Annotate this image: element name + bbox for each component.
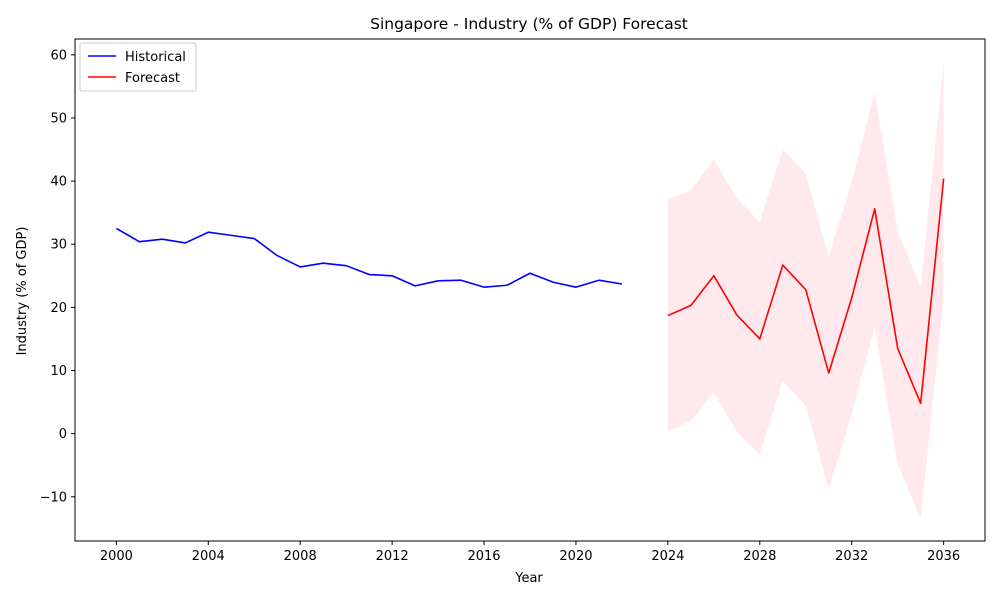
y-tick-label-10: 10 [50,364,67,379]
x-tick-label-2016: 2016 [467,549,500,564]
x-tick-label-2032: 2032 [835,549,868,564]
x-tick-label-2020: 2020 [559,549,592,564]
y-tick-label-60: 60 [50,48,67,63]
x-axis-label: Year [514,571,543,586]
x-tick-label-2004: 2004 [192,549,225,564]
legend-box [79,42,197,92]
legend-label-forecast: Forecast [125,71,180,86]
x-tick-label-2012: 2012 [376,549,409,564]
x-tick-label-2000: 2000 [100,549,133,564]
y-tick-label--10: −10 [40,490,67,505]
x-tick-label-2028: 2028 [743,549,776,564]
y-tick-label-0: 0 [59,427,67,442]
y-tick-label-30: 30 [50,238,67,253]
legend-label-historical: Historical [125,50,186,65]
y-tick-label-20: 20 [50,301,67,316]
x-tick-label-2036: 2036 [927,549,960,564]
legend: Historical Forecast [79,42,197,92]
x-tick-label-2024: 2024 [651,549,684,564]
plot-area [115,62,945,519]
x-axis: 2000 2004 2008 2012 2016 2020 2024 2028 2032 2036 [100,541,960,564]
y-axis-label: Industry (% of GDP) [15,227,30,356]
chart-title: Singapore - Industry (% of GDP) Forecast [370,15,688,33]
axes-frame [74,38,986,542]
y-tick-label-50: 50 [50,111,67,126]
y-axis: −10 0 10 20 30 40 50 60 [40,48,75,505]
x-tick-label-2008: 2008 [284,549,317,564]
y-tick-label-40: 40 [50,175,67,190]
